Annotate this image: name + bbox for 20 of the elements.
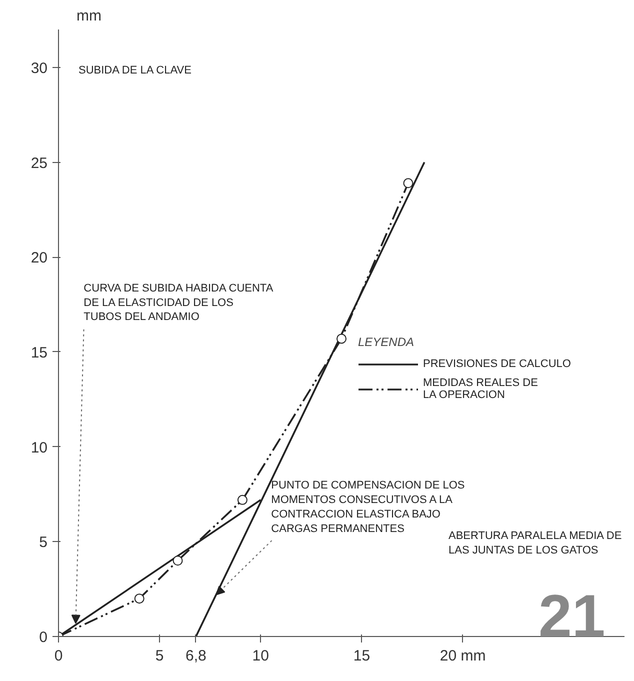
y-tick-label: 30 [30,60,48,77]
y-tick-label: 20 [30,250,48,267]
y-axis-title: SUBIDA DE LA CLAVE [78,64,192,76]
x-tick-label: 6,8 [186,648,206,664]
y-tick-label: 15 [30,344,48,362]
x-tick-label: 10 [252,648,269,664]
annotation: CURVA DE SUBIDA HABIDA CUENTA DE LA ELASTICIDAD DE LOS TUBOS DEL ANDAMIO [84,282,274,324]
text: mm [76,8,102,24]
text: PREVISIONES DE CALCULO [423,358,571,370]
x-tick-label: 0 [54,648,63,664]
y-tick-label: 10 [30,439,48,456]
text: MEDIDAS REALES DE LA OPERACION [423,377,538,401]
y-tick-label: 5 [39,534,48,552]
x-tick-label: 15 [353,648,370,664]
y-tick-label: 0 [39,629,48,646]
x-tick-label: 20 mm [440,648,486,664]
annotation: 21 [538,582,606,650]
legend-title: LEYENDA [358,335,416,349]
x-tick-label: 5 [155,648,164,664]
y-tick-label: 25 [30,154,48,172]
